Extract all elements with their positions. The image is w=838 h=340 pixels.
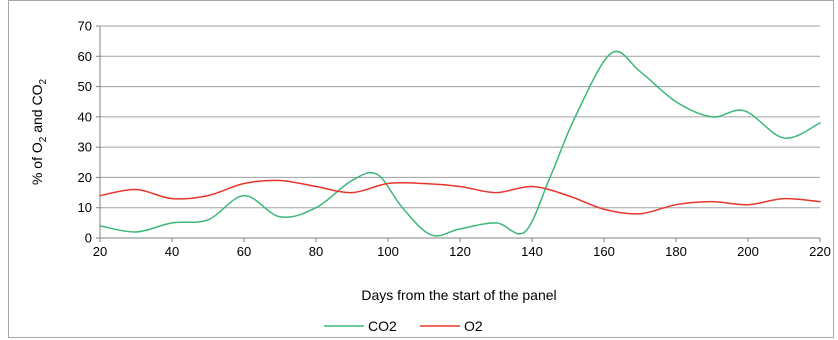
y-axis-title-part: and CO — [29, 84, 45, 136]
y-axis-title-part: % of O — [29, 142, 45, 185]
x-tick-label: 80 — [309, 244, 323, 259]
x-tick-label: 60 — [237, 244, 251, 259]
y-tick-label: 40 — [78, 109, 92, 124]
y-tick-label: 20 — [78, 170, 92, 185]
series-line-o2 — [99, 179, 821, 215]
x-tick-label: 100 — [377, 244, 399, 259]
x-tick-label: 180 — [665, 244, 687, 259]
legend-label-co2: CO2 — [368, 318, 397, 334]
x-tick-label: 120 — [449, 244, 471, 259]
y-axis-title-subscript: 2 — [38, 79, 49, 85]
series-line-co2 — [99, 50, 821, 237]
y-tick-label: 60 — [78, 49, 92, 64]
x-tick-label: 220 — [809, 244, 831, 259]
x-tick-labels: 20 40 60 80 100 120 140 160 180 200 220 — [93, 238, 831, 259]
y-tick-label: 0 — [85, 231, 92, 246]
x-tick-label: 20 — [93, 244, 107, 259]
y-tick-label: 10 — [78, 200, 92, 215]
y-tick-label: 70 — [78, 19, 92, 34]
y-axis-title: % of O2 and CO2 — [29, 79, 49, 186]
series-lines — [99, 50, 821, 237]
legend-label-o2: O2 — [464, 318, 483, 334]
x-tick-label: 140 — [521, 244, 543, 259]
gridlines — [100, 25, 820, 209]
legend: CO2 O2 — [324, 318, 483, 334]
y-axis-title-subscript: 2 — [38, 136, 49, 142]
y-tick-labels: 0 10 20 30 40 50 60 70 — [78, 19, 100, 246]
x-tick-label: 160 — [593, 244, 615, 259]
y-tick-label: 50 — [78, 79, 92, 94]
axes — [99, 26, 820, 239]
x-axis-title: Days from the start of the panel — [361, 287, 556, 303]
y-tick-label: 30 — [78, 140, 92, 155]
x-tick-label: 40 — [165, 244, 179, 259]
x-tick-label: 200 — [737, 244, 759, 259]
